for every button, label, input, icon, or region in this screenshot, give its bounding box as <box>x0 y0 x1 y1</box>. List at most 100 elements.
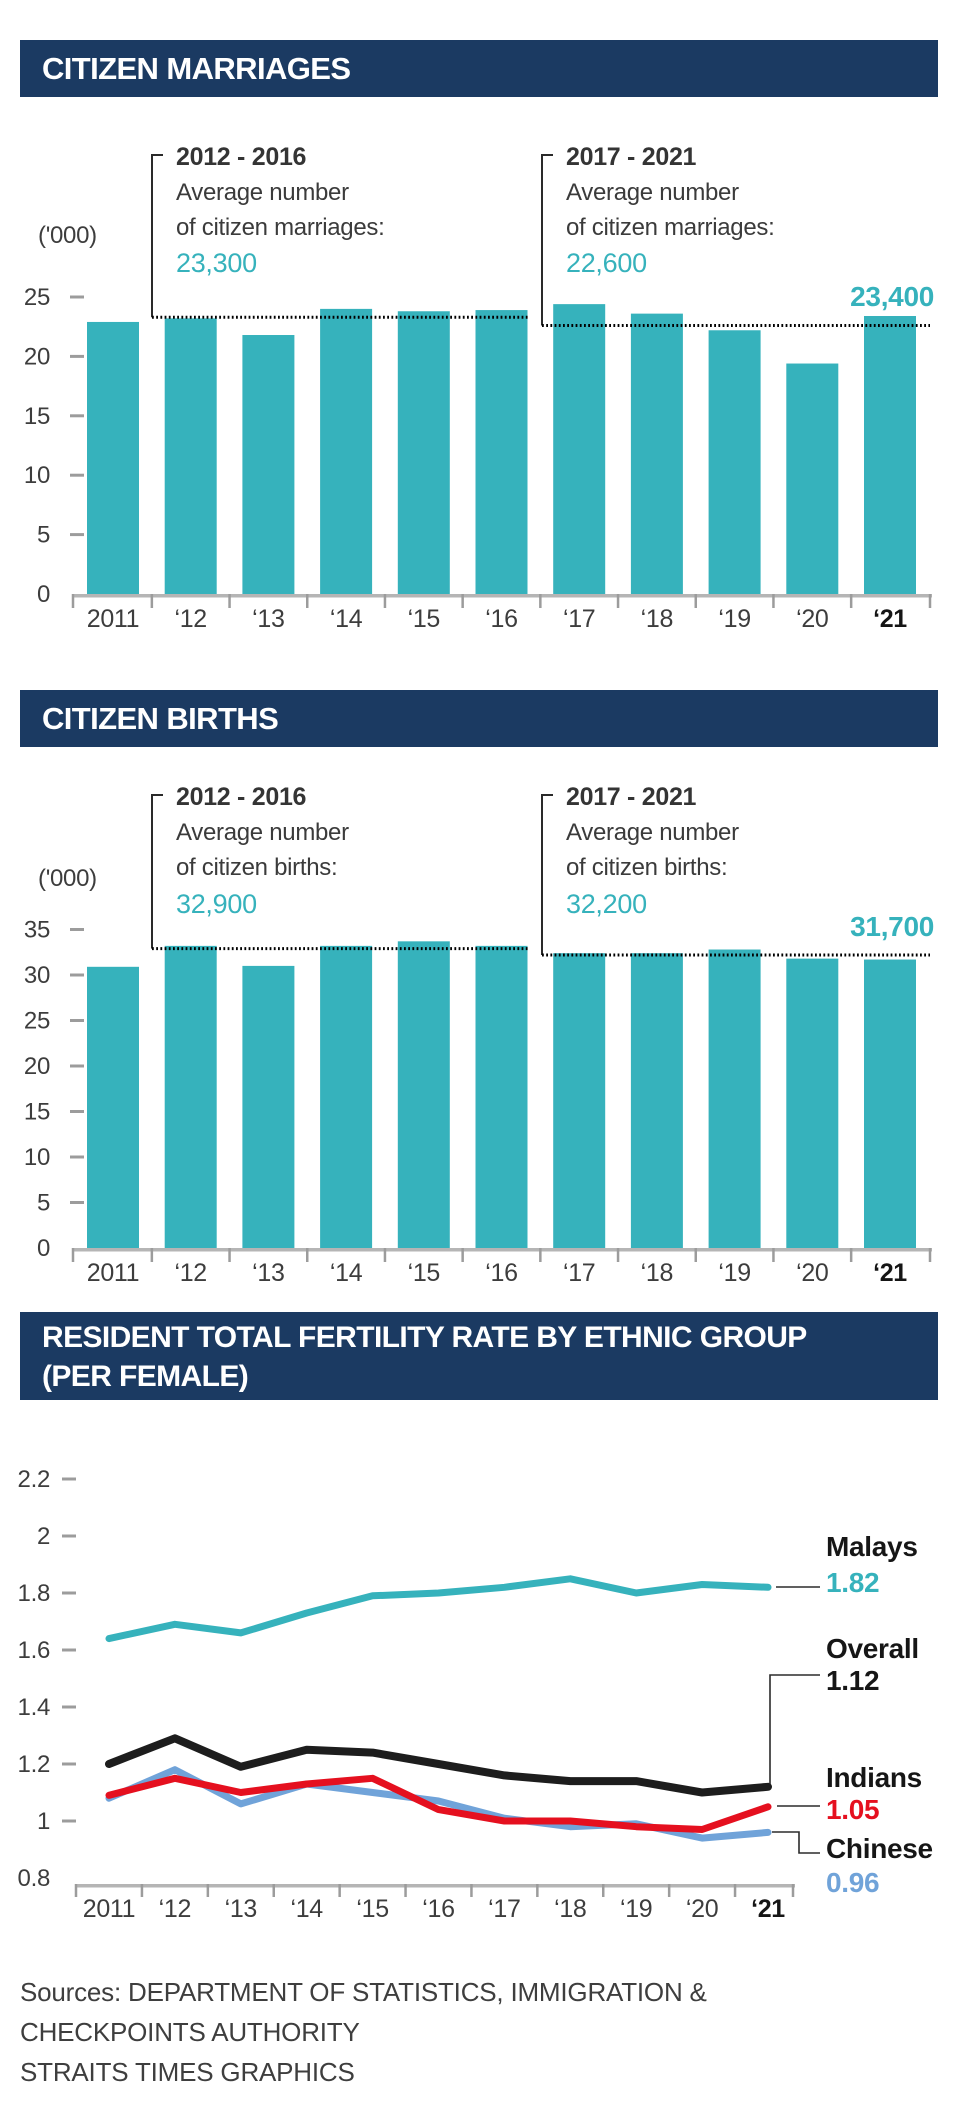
annotation-text: of citizen marriages: <box>566 214 774 241</box>
x-tick-label: 2011 <box>87 605 140 633</box>
annotation-average-value: 22,600 <box>566 248 647 278</box>
y-tick-label: 15 <box>24 1099 50 1126</box>
series-value-indians: 1.05 <box>826 1794 879 1825</box>
annotation-text: of citizen births: <box>566 854 727 881</box>
x-tick-label: ‘15 <box>408 605 440 633</box>
latest-value-label: 23,400 <box>850 281 934 312</box>
x-tick-label: ‘21 <box>751 1895 785 1923</box>
y-tick-label: 25 <box>24 284 50 311</box>
fertility-header-line2: (PER FEMALE) <box>42 1360 249 1393</box>
bar-‘15 <box>397 941 450 1248</box>
annotation-bracket <box>541 154 553 326</box>
leader-line-chinese <box>772 1831 820 1854</box>
source-line-1: Sources: DEPARTMENT OF STATISTICS, IMMIG… <box>20 1977 707 2007</box>
x-tick-label: ‘18 <box>554 1895 586 1923</box>
bar-‘21 <box>864 316 916 594</box>
annotation-text: of citizen births: <box>176 854 337 881</box>
x-tick-label: 2011 <box>83 1895 136 1923</box>
section-header-citizen-births: CITIZEN BIRTHS <box>20 690 938 747</box>
annotation-bracket <box>151 154 163 318</box>
x-tick-label: ‘16 <box>485 1259 517 1287</box>
bar-‘13 <box>242 965 295 1248</box>
x-tick-label: ‘19 <box>620 1895 652 1923</box>
x-axis-line <box>75 1884 795 1888</box>
series-line-malays <box>105 1575 772 1643</box>
y-tick-label: 20 <box>24 1053 50 1080</box>
bar-‘16 <box>475 945 528 1248</box>
y-tick-label: 15 <box>24 403 50 430</box>
x-tick-label: ‘15 <box>408 1259 440 1287</box>
annotation-average-value: 32,200 <box>566 889 647 919</box>
x-tick-label: ‘14 <box>290 1895 323 1923</box>
x-tick-label: ‘16 <box>485 605 517 633</box>
bar-‘12 <box>164 945 217 1248</box>
bar-‘20 <box>786 958 839 1248</box>
y-tick-label: 1.8 <box>18 1580 50 1607</box>
bar-2011 <box>87 966 139 1248</box>
x-tick-label: ‘20 <box>686 1895 718 1923</box>
x-tick-label: ‘17 <box>563 605 595 633</box>
y-tick-label: 2.2 <box>18 1466 50 1493</box>
source-line-3: STRAITS TIMES GRAPHICS <box>20 2057 355 2087</box>
y-tick-label: 0 <box>37 1235 50 1262</box>
y-tick-label: 30 <box>24 962 50 989</box>
x-tick-label: ‘20 <box>796 1259 828 1287</box>
bar-‘18 <box>630 953 683 1248</box>
x-tick-label: ‘19 <box>718 605 750 633</box>
annotation-period: 2017 - 2021 <box>566 783 697 811</box>
bar-‘19 <box>708 330 761 594</box>
bar-2011 <box>87 321 139 594</box>
annotation-text: of citizen marriages: <box>176 214 384 241</box>
y-tick-label: 1.6 <box>18 1637 50 1664</box>
bar-‘19 <box>708 949 761 1248</box>
section-header-fertility-rate: RESIDENT TOTAL FERTILITY RATE BY ETHNIC … <box>20 1312 938 1400</box>
x-tick-label: ‘12 <box>174 605 206 633</box>
source-credit: Sources: DEPARTMENT OF STATISTICS, IMMIG… <box>20 1972 707 2092</box>
y-axis-unit: ('000) <box>38 222 97 249</box>
x-axis-line <box>72 1248 932 1252</box>
fertility-header-line1: RESIDENT TOTAL FERTILITY RATE BY ETHNIC … <box>42 1321 807 1354</box>
series-name-overall: Overall <box>826 1633 919 1664</box>
bar-‘17 <box>553 953 606 1248</box>
y-tick-label: 5 <box>37 1190 50 1217</box>
series-line-overall <box>105 1734 772 1797</box>
bar-‘13 <box>242 335 295 594</box>
annotation-period: 2012 - 2016 <box>176 783 306 811</box>
x-tick-label: ‘13 <box>252 1259 284 1287</box>
y-tick-label: 1 <box>37 1808 50 1835</box>
x-axis-line <box>72 594 932 598</box>
bar-‘14 <box>320 308 373 594</box>
x-tick-label: ‘21 <box>873 1259 907 1287</box>
x-tick-label: ‘15 <box>356 1895 388 1923</box>
x-tick-label: ‘21 <box>873 605 907 633</box>
x-tick-label: ‘14 <box>330 1259 363 1287</box>
series-value-overall: 1.12 <box>826 1665 879 1696</box>
x-tick-label: ‘12 <box>174 1259 206 1287</box>
x-tick-label: ‘16 <box>422 1895 454 1923</box>
x-tick-label: ‘18 <box>641 605 673 633</box>
annotation-text: Average number <box>566 819 739 846</box>
y-tick-label: 0.8 <box>18 1865 50 1892</box>
annotation-period: 2017 - 2021 <box>566 143 697 171</box>
annotation-bracket <box>151 794 163 949</box>
y-tick-label: 1.2 <box>18 1751 50 1778</box>
bar-‘16 <box>475 310 528 594</box>
y-tick-label: 5 <box>37 522 50 549</box>
x-tick-label: ‘18 <box>641 1259 673 1287</box>
latest-value-label: 31,700 <box>850 911 934 942</box>
annotation-text: Average number <box>176 819 349 846</box>
x-tick-label: ‘12 <box>159 1895 191 1923</box>
y-tick-label: 20 <box>24 343 50 370</box>
bar-‘12 <box>164 318 217 594</box>
source-line-2: CHECKPOINTS AUTHORITY <box>20 2017 360 2047</box>
x-tick-label: ‘14 <box>330 605 363 633</box>
x-tick-label: ‘17 <box>488 1895 520 1923</box>
y-axis-unit: ('000) <box>38 865 97 892</box>
annotation-period: 2012 - 2016 <box>176 143 306 171</box>
bar-‘18 <box>630 313 683 594</box>
series-value-chinese: 0.96 <box>826 1867 879 1898</box>
y-tick-label: 1.4 <box>18 1694 50 1721</box>
series-name-malays: Malays <box>826 1531 918 1562</box>
